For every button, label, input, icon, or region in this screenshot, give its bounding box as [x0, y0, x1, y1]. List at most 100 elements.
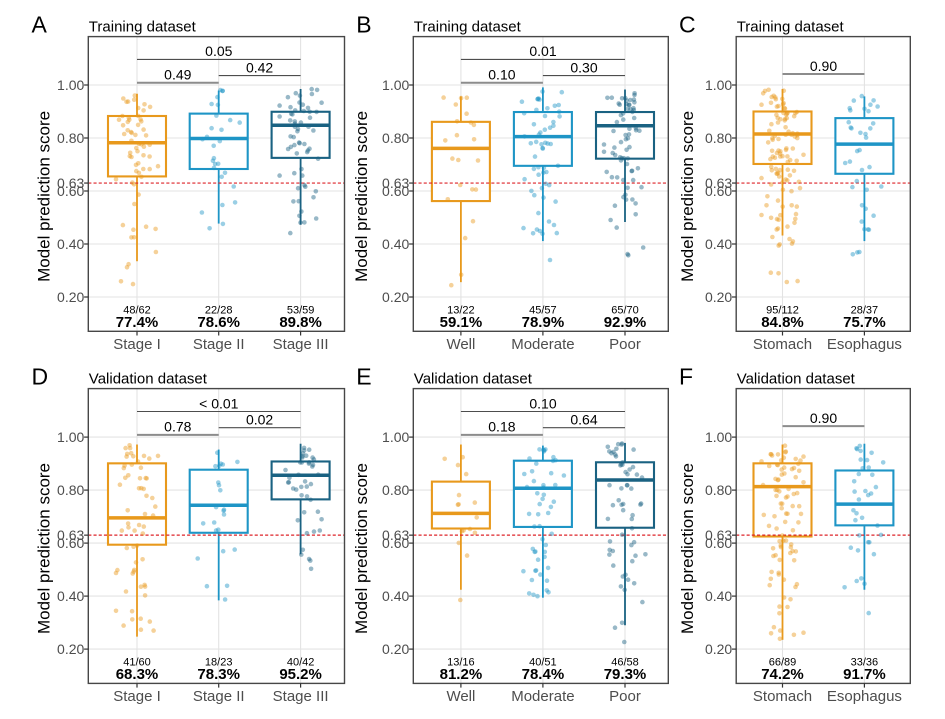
svg-text:18/23: 18/23 — [205, 657, 233, 669]
svg-text:68.3%: 68.3% — [116, 666, 159, 683]
svg-text:Well: Well — [446, 688, 475, 705]
svg-text:Model prediction score: Model prediction score — [678, 111, 697, 282]
svg-text:< 0.01: < 0.01 — [199, 395, 239, 411]
svg-text:Stage II: Stage II — [193, 688, 245, 705]
svg-text:Well: Well — [446, 336, 475, 353]
svg-text:Model prediction score: Model prediction score — [35, 463, 54, 634]
svg-text:0.60: 0.60 — [57, 183, 84, 199]
svg-text:Moderate: Moderate — [511, 688, 574, 705]
svg-text:0.60: 0.60 — [57, 535, 84, 551]
svg-text:0.64: 0.64 — [570, 412, 597, 428]
svg-text:0.63: 0.63 — [57, 527, 84, 543]
svg-text:0.63: 0.63 — [57, 175, 84, 191]
svg-text:0.01: 0.01 — [529, 43, 556, 59]
svg-text:95.2%: 95.2% — [279, 666, 322, 683]
svg-text:74.2%: 74.2% — [761, 666, 804, 683]
svg-text:1.00: 1.00 — [382, 77, 409, 93]
svg-text:78.6%: 78.6% — [197, 314, 240, 331]
svg-text:45/57: 45/57 — [529, 305, 557, 317]
svg-text:Esophagus: Esophagus — [827, 688, 902, 705]
svg-text:0.20: 0.20 — [705, 289, 732, 305]
svg-text:53/59: 53/59 — [287, 305, 315, 317]
svg-text:66/89: 66/89 — [769, 657, 797, 669]
svg-text:Model prediction score: Model prediction score — [35, 111, 54, 282]
svg-text:41/60: 41/60 — [123, 657, 151, 669]
svg-text:91.7%: 91.7% — [843, 666, 886, 683]
svg-text:Training dataset: Training dataset — [737, 19, 845, 36]
svg-text:40/51: 40/51 — [529, 657, 557, 669]
svg-text:89.8%: 89.8% — [279, 314, 322, 331]
svg-text:0.20: 0.20 — [705, 641, 732, 657]
svg-text:77.4%: 77.4% — [116, 314, 159, 331]
svg-text:Poor: Poor — [609, 336, 641, 353]
svg-text:0.20: 0.20 — [382, 289, 409, 305]
svg-text:Model prediction score: Model prediction score — [352, 111, 371, 282]
svg-text:0.80: 0.80 — [705, 482, 732, 498]
svg-text:0.78: 0.78 — [164, 419, 191, 435]
svg-text:0.63: 0.63 — [705, 175, 732, 191]
svg-text:0.10: 0.10 — [529, 395, 556, 411]
svg-text:Stomach: Stomach — [753, 336, 812, 353]
svg-text:0.20: 0.20 — [57, 641, 84, 657]
svg-text:Model prediction score: Model prediction score — [352, 463, 371, 634]
svg-text:84.8%: 84.8% — [761, 314, 804, 331]
svg-text:0.80: 0.80 — [57, 482, 84, 498]
svg-text:0.63: 0.63 — [705, 527, 732, 543]
svg-text:78.3%: 78.3% — [197, 666, 240, 683]
svg-text:1.00: 1.00 — [382, 429, 409, 445]
svg-text:0.60: 0.60 — [382, 183, 409, 199]
svg-text:81.2%: 81.2% — [440, 666, 483, 683]
svg-text:0.60: 0.60 — [382, 535, 409, 551]
svg-text:0.40: 0.40 — [57, 236, 84, 252]
svg-text:0.18: 0.18 — [488, 419, 515, 435]
svg-text:0.40: 0.40 — [382, 588, 409, 604]
svg-text:46/58: 46/58 — [611, 657, 639, 669]
svg-text:0.05: 0.05 — [205, 43, 232, 59]
svg-text:E: E — [356, 364, 371, 390]
svg-text:65/70: 65/70 — [611, 305, 639, 317]
svg-text:F: F — [679, 364, 693, 390]
svg-text:78.9%: 78.9% — [522, 314, 565, 331]
svg-text:75.7%: 75.7% — [843, 314, 886, 331]
svg-text:0.60: 0.60 — [705, 183, 732, 199]
svg-text:0.80: 0.80 — [382, 130, 409, 146]
svg-text:48/62: 48/62 — [123, 305, 151, 317]
svg-text:Stage III: Stage III — [273, 336, 329, 353]
svg-text:Validation dataset: Validation dataset — [89, 371, 208, 388]
svg-text:59.1%: 59.1% — [440, 314, 483, 331]
svg-text:Validation dataset: Validation dataset — [414, 371, 533, 388]
svg-text:Poor: Poor — [609, 688, 641, 705]
svg-text:0.49: 0.49 — [164, 67, 191, 83]
svg-text:22/28: 22/28 — [205, 305, 233, 317]
svg-text:13/16: 13/16 — [447, 657, 475, 669]
svg-text:1.00: 1.00 — [705, 429, 732, 445]
svg-text:Esophagus: Esophagus — [827, 336, 902, 353]
svg-text:0.80: 0.80 — [57, 130, 84, 146]
svg-text:0.10: 0.10 — [488, 67, 515, 83]
svg-text:79.3%: 79.3% — [604, 666, 647, 683]
svg-text:0.80: 0.80 — [382, 482, 409, 498]
svg-text:Stage I: Stage I — [113, 336, 161, 353]
svg-text:A: A — [32, 12, 48, 38]
svg-text:28/37: 28/37 — [851, 305, 879, 317]
svg-text:0.42: 0.42 — [246, 59, 273, 75]
svg-text:95/112: 95/112 — [766, 305, 799, 317]
svg-text:0.40: 0.40 — [705, 236, 732, 252]
svg-text:Training dataset: Training dataset — [89, 19, 197, 36]
svg-text:40/42: 40/42 — [287, 657, 315, 669]
svg-text:0.02: 0.02 — [246, 412, 273, 428]
svg-text:0.63: 0.63 — [382, 527, 409, 543]
svg-text:0.60: 0.60 — [705, 535, 732, 551]
svg-text:1.00: 1.00 — [57, 77, 84, 93]
svg-text:Moderate: Moderate — [511, 336, 574, 353]
svg-text:0.80: 0.80 — [705, 130, 732, 146]
svg-text:D: D — [32, 364, 49, 390]
svg-text:13/22: 13/22 — [447, 305, 475, 317]
svg-text:0.40: 0.40 — [382, 236, 409, 252]
svg-text:0.20: 0.20 — [382, 641, 409, 657]
svg-text:Training dataset: Training dataset — [414, 19, 522, 36]
svg-text:Stomach: Stomach — [753, 688, 812, 705]
svg-text:Stage I: Stage I — [113, 688, 161, 705]
svg-text:Stage III: Stage III — [273, 688, 329, 705]
svg-text:78.4%: 78.4% — [522, 666, 565, 683]
